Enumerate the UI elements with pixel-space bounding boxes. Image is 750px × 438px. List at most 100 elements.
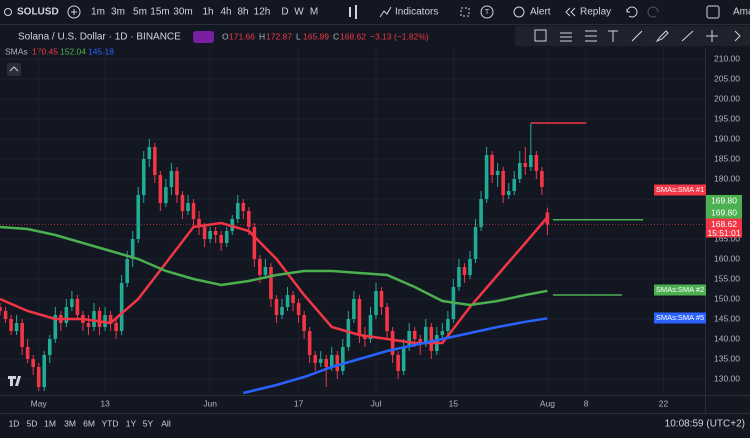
candle-body [341, 347, 345, 371]
legend-key: L [296, 31, 301, 41]
candle-body [108, 315, 113, 323]
candle-body [3, 311, 8, 319]
text-icon-letter: T [485, 9, 490, 16]
candle-body [31, 359, 35, 367]
candle-body [307, 331, 312, 355]
interval-button[interactable]: 30m [173, 7, 192, 18]
range-button[interactable]: 3M [64, 418, 76, 428]
candle-body [468, 259, 472, 275]
candle-body [197, 219, 201, 227]
interval-button[interactable]: 5m [133, 7, 147, 18]
interval-button[interactable]: 1h [202, 7, 213, 18]
candle-body [42, 355, 47, 387]
symbol[interactable]: SOLUSD [17, 7, 59, 18]
candle-body [534, 155, 539, 171]
tool-cross[interactable] [706, 30, 718, 42]
range-button[interactable]: All [161, 418, 171, 428]
tool-text[interactable] [608, 30, 618, 42]
tool-more[interactable] [734, 30, 741, 42]
candle-body [119, 283, 124, 331]
interval-button[interactable]: 4h [220, 7, 231, 18]
collapse-button[interactable] [7, 63, 21, 76]
candle-body [296, 303, 301, 315]
sma-tag [654, 284, 706, 296]
replay-icon[interactable] [565, 7, 576, 17]
sma-legend: 170.45 152.04 145.18 [32, 46, 114, 56]
templates-icon[interactable] [460, 7, 470, 17]
tool-fib[interactable] [560, 32, 572, 42]
indicators-icon[interactable] [379, 6, 392, 18]
tool-trend[interactable] [681, 30, 694, 42]
legend-key: O [222, 31, 229, 41]
sma-tag-label: SMAs:SMA #1 [656, 185, 704, 194]
tool-pen[interactable] [655, 30, 669, 43]
range-button[interactable]: 5Y [143, 418, 154, 428]
candle-body [235, 203, 240, 219]
candle-body [291, 295, 295, 303]
y-tick-label: 145.00 [714, 313, 740, 323]
legend-title: Solana / U.S. Dollar · 1D · BINANCE [18, 32, 181, 43]
candle-body [385, 307, 389, 331]
indicators-button[interactable]: Indicators [395, 7, 438, 18]
candle-body [401, 347, 406, 371]
candle-body [186, 203, 190, 211]
alert-icon[interactable] [513, 6, 525, 18]
tool-grid[interactable] [534, 29, 547, 42]
countdown: 15:51:01 [707, 228, 740, 238]
legend-badge[interactable] [193, 31, 214, 43]
interval-button[interactable]: 8h [237, 7, 248, 18]
chart-type-icon[interactable] [349, 5, 357, 19]
candle-body [9, 319, 13, 331]
interval-button[interactable]: M [310, 7, 318, 18]
interval-button[interactable]: 3m [111, 7, 125, 18]
interval-button[interactable]: 12h [254, 7, 271, 18]
y-tick-label: 185.00 [714, 153, 740, 163]
interval-button[interactable]: W [294, 7, 304, 18]
candle-body [506, 191, 511, 195]
x-tick-label: 15 [449, 398, 459, 408]
sma-tag-label: SMAs:SMA #2 [656, 285, 704, 294]
candle-body [329, 355, 334, 367]
range-button[interactable]: YTD [102, 418, 119, 428]
search-icon[interactable] [4, 8, 12, 16]
price-tag [706, 195, 742, 207]
y-tick-label: 135.00 [714, 353, 740, 363]
price-tag-label: 169.80 [711, 195, 737, 205]
redo[interactable] [647, 6, 659, 18]
candle-body [0, 307, 2, 311]
candle-body [285, 295, 290, 307]
range-button[interactable]: 1Y [126, 418, 137, 428]
range-button[interactable]: 1D [9, 418, 20, 428]
add-symbol-plus [71, 9, 77, 15]
candle-body [540, 171, 544, 187]
candle-body [517, 163, 522, 179]
range-button[interactable]: 6M [83, 418, 95, 428]
interval-button[interactable]: 1m [91, 7, 105, 18]
text-icon[interactable] [480, 5, 494, 19]
candle-body [158, 175, 163, 203]
add-symbol[interactable] [67, 5, 81, 19]
y-tick-label: 195.00 [714, 113, 740, 123]
candle-body [202, 227, 207, 239]
candle-body [263, 267, 268, 275]
legend-value: 171.66 [229, 31, 255, 41]
candle-body [213, 231, 218, 235]
sma-legend-value: 145.18 [88, 46, 114, 56]
account[interactable]: Ama [733, 7, 750, 18]
replay-button[interactable]: Replay [580, 7, 611, 18]
range-button[interactable]: 5D [27, 418, 38, 428]
interval-button[interactable]: D [281, 7, 288, 18]
tool-brush[interactable] [631, 30, 643, 42]
candle-body [324, 359, 329, 367]
range-button[interactable]: 1M [44, 418, 56, 428]
layout-icon[interactable] [706, 5, 720, 19]
undo[interactable] [626, 6, 638, 18]
candle-body [75, 299, 80, 315]
candle-body [462, 267, 467, 275]
candle-body [529, 155, 533, 167]
price-tag [706, 207, 742, 219]
interval-button[interactable]: 15m [150, 7, 169, 18]
alert-button[interactable]: Alert [530, 7, 551, 18]
tool-lines[interactable] [585, 30, 597, 42]
